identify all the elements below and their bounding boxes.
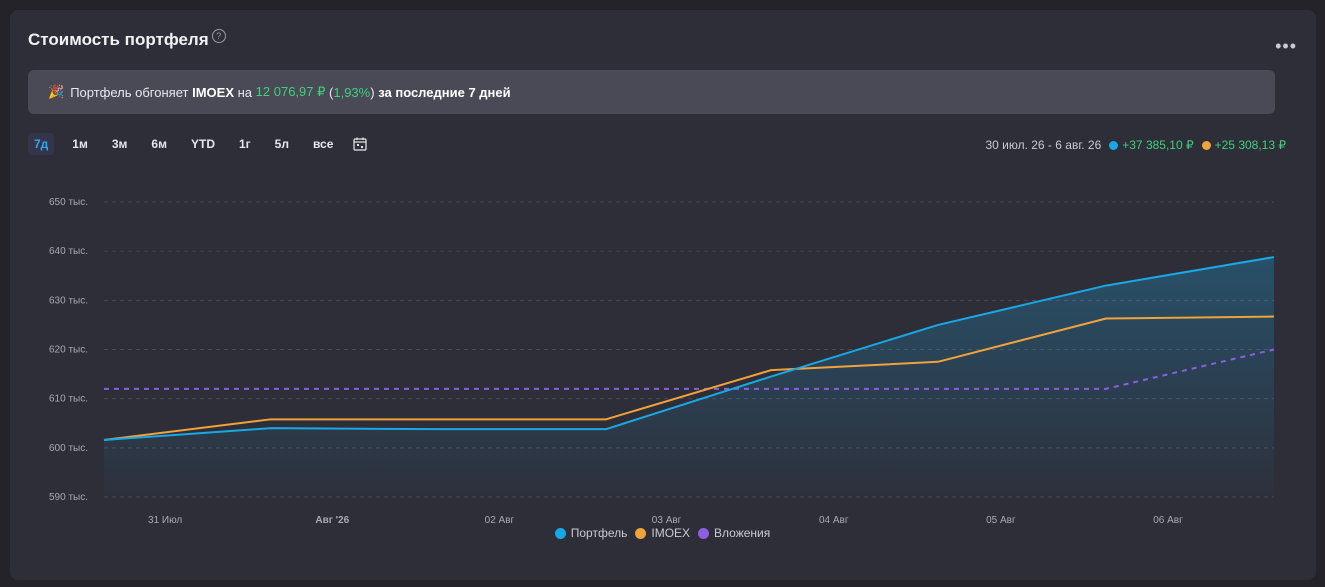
- range-dates: 30 июл. 26 - 6 авг. 26: [985, 138, 1102, 152]
- more-options-icon[interactable]: •••: [1275, 36, 1297, 56]
- banner-on: на: [237, 84, 253, 100]
- portfolio-change: +37 385,10 ₽: [1122, 138, 1194, 152]
- y-tick-label: 640 тыс.: [49, 246, 88, 257]
- card-header: Стоимость портфеля ?: [28, 29, 226, 50]
- legend-imoex[interactable]: IMOEX: [635, 526, 690, 540]
- help-icon[interactable]: ?: [211, 29, 226, 43]
- period-1m[interactable]: 1м: [72, 137, 88, 151]
- x-tick-label: 04 Авг: [819, 515, 849, 526]
- portfolio-area: [104, 257, 1274, 497]
- card-title: Стоимость портфеля: [28, 30, 209, 49]
- y-tick-label: 630 тыс.: [49, 295, 88, 306]
- banner-suffix: за последние 7 дней: [378, 84, 511, 100]
- y-tick-label: 650 тыс.: [49, 197, 88, 208]
- y-tick-label: 600 тыс.: [49, 443, 88, 454]
- banner-prefix: Портфель обгоняет: [70, 84, 189, 100]
- x-tick-label: 02 Авг: [485, 515, 515, 526]
- banner-close-paren: ): [370, 84, 375, 100]
- legend-portfolio-dot: [554, 527, 566, 539]
- period-5y[interactable]: 5л: [274, 137, 289, 151]
- x-tick-label: 03 Авг: [652, 515, 682, 526]
- imoex-change: +25 308,13 ₽: [1214, 138, 1286, 152]
- legend-portfolio[interactable]: Портфель: [554, 526, 628, 540]
- y-tick-label: 610 тыс.: [49, 394, 88, 405]
- period-3m[interactable]: 3м: [111, 137, 128, 151]
- period-ytd[interactable]: YTD: [190, 137, 215, 151]
- legend-imoex-dot: [635, 527, 647, 539]
- period-7d[interactable]: 7д: [28, 133, 55, 155]
- legend-portfolio-label: Портфель: [570, 526, 628, 540]
- range-summary: 30 июл. 26 - 6 авг. 26 +37 385,10 ₽ +25 …: [985, 138, 1286, 152]
- y-tick-label: 620 тыс.: [49, 345, 88, 356]
- legend-investments-dot: [698, 527, 710, 539]
- x-tick-label: 06 Авг: [1153, 515, 1183, 526]
- x-tick-label: 31 Июл: [148, 515, 182, 526]
- imoex-line: [103, 315, 1275, 441]
- x-tick-label: 05 Авг: [986, 515, 1016, 526]
- period-1y[interactable]: 1г: [238, 137, 251, 151]
- comparison-banner: 🎉 Портфель обгоняет IMOEX на 12 076,97 ₽…: [28, 70, 1275, 114]
- banner-amount: 12 076,97 ₽: [255, 84, 326, 99]
- legend-investments[interactable]: Вложения: [698, 526, 770, 540]
- y-tick-label: 590 тыс.: [49, 492, 88, 503]
- banner-percent: 1,93%: [333, 84, 371, 100]
- party-icon: 🎉: [48, 84, 65, 99]
- banner-index: IMOEX: [192, 84, 234, 100]
- chart-legend: Портфель IMOEX Вложения: [0, 526, 1325, 540]
- portfolio-dot: [1109, 140, 1119, 150]
- legend-investments-label: Вложения: [714, 526, 771, 540]
- imoex-dot: [1201, 140, 1211, 150]
- legend-imoex-label: IMOEX: [651, 526, 691, 540]
- x-tick-label: Авг '26: [315, 515, 349, 526]
- calendar-icon[interactable]: [353, 137, 367, 151]
- portfolio-line: [103, 256, 1275, 441]
- period-all[interactable]: все: [312, 137, 334, 151]
- banner-open-paren: (: [329, 84, 334, 100]
- period-selector: 7д 1м 3м 6м YTD 1г 5л все: [28, 133, 367, 155]
- investments-line: [104, 348, 1275, 390]
- period-6m[interactable]: 6м: [151, 137, 167, 151]
